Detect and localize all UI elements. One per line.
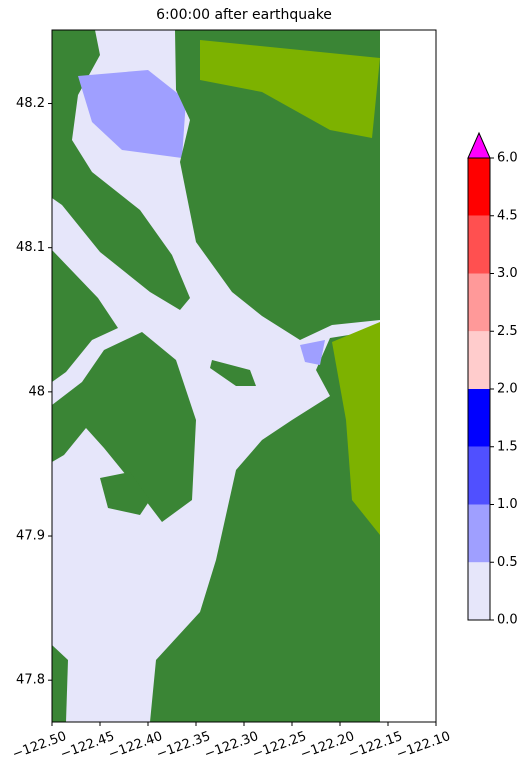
colorbar-tick-label: 4.5 <box>497 208 518 223</box>
map-raster <box>52 30 380 722</box>
x-tick-label: −122.25 <box>250 729 308 762</box>
y-tick-label: 48.2 <box>16 96 45 111</box>
y-tick-label: 47.8 <box>16 673 45 688</box>
colorbar-tick-label: 2.5 <box>497 324 518 339</box>
y-tick-label: 48.1 <box>16 240 45 255</box>
x-tick-label: −122.10 <box>394 729 452 762</box>
y-tick-label: 47.9 <box>16 529 45 544</box>
x-tick-label: −122.50 <box>10 729 68 762</box>
colorbar-tick-label: 0.5 <box>497 555 518 570</box>
colorbar-bin <box>468 273 490 332</box>
title: 6:00:00 after earthquake <box>156 7 332 23</box>
colorbar-tick-label: 1.0 <box>497 497 518 512</box>
colorbar-tick-label: 2.0 <box>497 382 518 397</box>
colorbar-bin <box>468 446 490 505</box>
colorbar-extend <box>467 131 491 159</box>
x-tick-label: −122.15 <box>346 729 404 762</box>
colorbar-tick-label: 6.0 <box>497 151 518 166</box>
x-tick-label: −122.35 <box>154 729 212 762</box>
colorbar-bin <box>468 389 490 447</box>
colorbar-bin <box>468 504 490 563</box>
colorbar-bin <box>468 215 490 274</box>
y-tick-label: 48 <box>28 384 45 399</box>
colorbar-bin <box>468 158 490 216</box>
colorbar-bin <box>468 331 490 389</box>
colorbar-tick-label: 3.0 <box>497 266 518 281</box>
x-tick-label: −122.45 <box>58 729 116 762</box>
colorbar-tick-label: 0.0 <box>497 613 518 628</box>
x-tick-label: −122.40 <box>106 729 164 762</box>
x-tick-label: −122.20 <box>298 729 356 762</box>
x-tick-label: −122.30 <box>202 729 260 762</box>
colorbar-bin <box>468 562 490 620</box>
colorbar-tick-label: 1.5 <box>497 439 518 454</box>
